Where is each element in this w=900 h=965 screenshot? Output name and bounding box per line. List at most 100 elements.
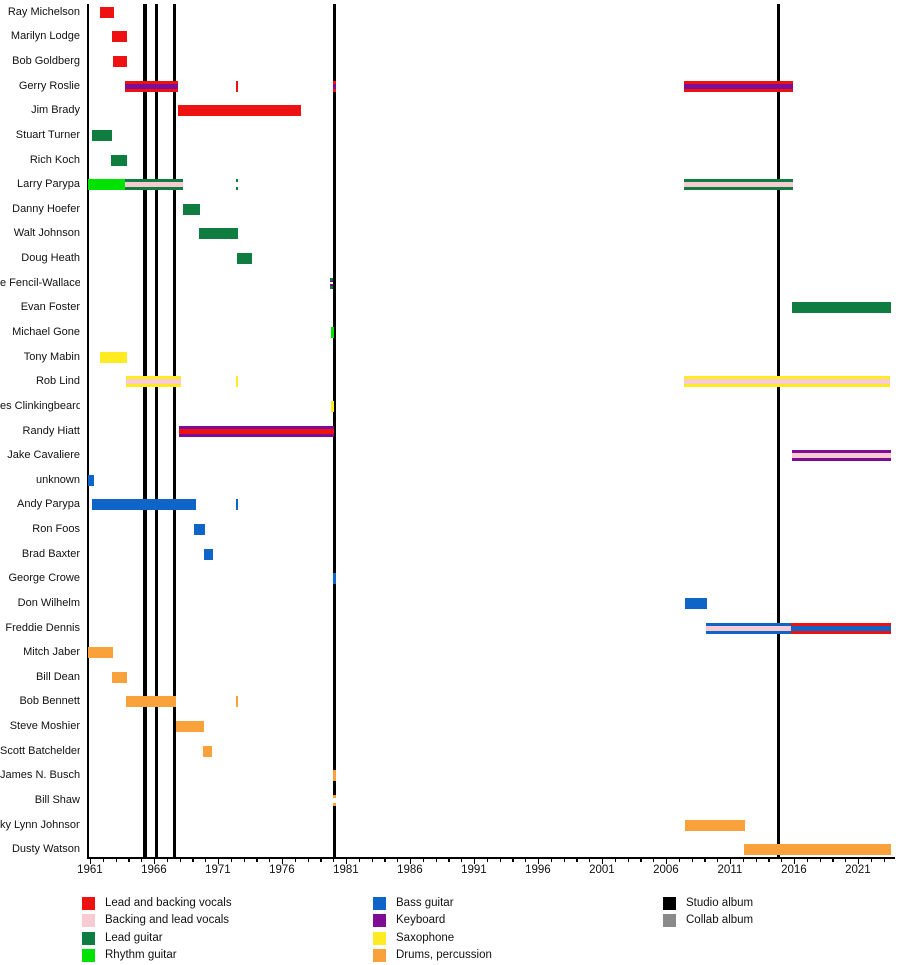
tenure-bar	[125, 696, 176, 708]
axis-minor-tick	[243, 858, 245, 862]
tenure-bar	[237, 253, 253, 265]
member-label: Ron Foos	[32, 523, 80, 536]
member-label: unknown	[35, 473, 80, 486]
legend-item: Saxophone	[373, 931, 653, 946]
member-label: Bob Bennett	[19, 695, 80, 708]
member-label: Danny Hoefer	[12, 202, 80, 215]
tenure-bar	[330, 326, 335, 338]
tenure-bar	[684, 376, 890, 388]
tenure-bar	[235, 499, 239, 511]
axis-minor-tick	[333, 858, 335, 862]
band-timeline-chart: Ray Michelson Marilyn Lodge Bob Goldberg Ge…	[0, 4, 895, 876]
member-label: Ray Michelson	[7, 5, 80, 18]
member-label: Bill Dean	[35, 670, 80, 683]
axis-minor-tick	[128, 858, 130, 862]
legend-item: Bass guitar	[373, 897, 653, 911]
axis-major-tick	[665, 858, 668, 864]
legend-item: Lead guitar	[82, 931, 362, 946]
axis-tick-label: 1986	[397, 864, 423, 876]
member-label: Gerry Roslie	[18, 79, 80, 92]
member-label: Bill Shaw	[34, 793, 80, 806]
axis-minor-tick	[691, 858, 693, 862]
tenure-bar	[88, 647, 113, 659]
axis-minor-tick	[883, 858, 885, 862]
axis-minor-tick	[870, 858, 872, 862]
legend-item: Rhythm guitar	[82, 949, 362, 963]
tenure-bar	[88, 474, 94, 486]
axis-minor-tick	[832, 858, 834, 862]
tenure-bar	[235, 80, 239, 92]
axis-major-tick	[409, 858, 412, 864]
axis-minor-tick	[294, 858, 296, 862]
legend-label: Rhythm guitar	[105, 949, 177, 962]
tenure-bar	[705, 622, 792, 634]
legend-label: Collab album	[686, 914, 754, 927]
member-label: Rob Lind	[35, 375, 80, 388]
studio-album-line	[143, 4, 147, 858]
legend-item: Drums, percussion	[373, 949, 653, 963]
axis-minor-tick	[806, 858, 808, 862]
axis-minor-tick	[115, 858, 117, 862]
axis-minor-tick	[512, 858, 514, 862]
axis-tick-label: 1976	[269, 864, 295, 876]
member-label: Doug Heath	[21, 252, 80, 265]
axis-minor-tick	[307, 858, 309, 862]
studio-album-line	[776, 4, 781, 858]
tenure-bar	[177, 105, 302, 117]
member-label: Jake Cavaliere	[7, 449, 80, 462]
axis-minor-tick	[256, 858, 258, 862]
axis-major-tick	[153, 858, 156, 864]
axis-tick-label: 1961	[77, 864, 103, 876]
role-stripe	[125, 83, 178, 89]
role-stripe	[684, 379, 890, 385]
axis-major-tick	[537, 858, 540, 864]
member-label: Don Wilhelm	[17, 596, 80, 609]
studio-album-swatch	[663, 897, 676, 910]
tenure-bar	[203, 745, 213, 757]
role-stripe	[125, 182, 184, 188]
tenure-bar	[333, 770, 337, 782]
axis-minor-tick	[269, 858, 271, 862]
tenure-bar	[125, 376, 181, 388]
member-label: ky Lynn Johnson	[0, 818, 80, 831]
axis-minor-tick	[486, 858, 488, 862]
axis-minor-tick	[435, 858, 437, 862]
axis-minor-tick	[358, 858, 360, 862]
x-axis-line	[87, 857, 895, 859]
axis-major-tick	[857, 858, 860, 864]
collab-album-swatch	[663, 914, 676, 928]
axis-minor-tick	[205, 858, 207, 862]
tenure-bar	[685, 819, 745, 831]
axis-minor-tick	[768, 858, 770, 862]
member-label: George Crowe	[8, 572, 80, 585]
role-stripe	[684, 83, 793, 89]
backing-vocals-swatch	[82, 914, 95, 928]
tenure-bar	[333, 794, 336, 806]
tenure-bar	[125, 179, 184, 191]
axis-minor-tick	[384, 858, 386, 862]
tenure-bar	[791, 622, 892, 634]
axis-tick-label: 1991	[461, 864, 487, 876]
legend-label: Drums, percussion	[396, 949, 492, 962]
tenure-bar	[111, 671, 128, 683]
role-stripe	[235, 182, 239, 188]
axis-minor-tick	[422, 858, 424, 862]
axis-minor-tick	[704, 858, 706, 862]
axis-minor-tick	[192, 858, 194, 862]
tenure-bar	[183, 203, 200, 215]
member-label: Michael Gone	[12, 325, 80, 338]
tenure-bar	[685, 597, 707, 609]
member-label: Brad Baxter	[21, 547, 80, 560]
tenure-bar	[92, 129, 112, 141]
member-label: Tony Mabin	[23, 350, 80, 363]
member-label: Randy Hiatt	[22, 424, 80, 437]
axis-minor-tick	[320, 858, 322, 862]
axis-minor-tick	[614, 858, 616, 862]
member-label: Bob Goldberg	[12, 55, 80, 68]
member-label: Rich Koch	[29, 153, 80, 166]
axis-major-tick	[793, 858, 796, 864]
axis-tick-label: 2021	[845, 864, 871, 876]
member-label: Walt Johnson	[13, 227, 80, 240]
axis-tick-label: 2011	[717, 864, 743, 876]
tenure-bar	[100, 6, 115, 18]
